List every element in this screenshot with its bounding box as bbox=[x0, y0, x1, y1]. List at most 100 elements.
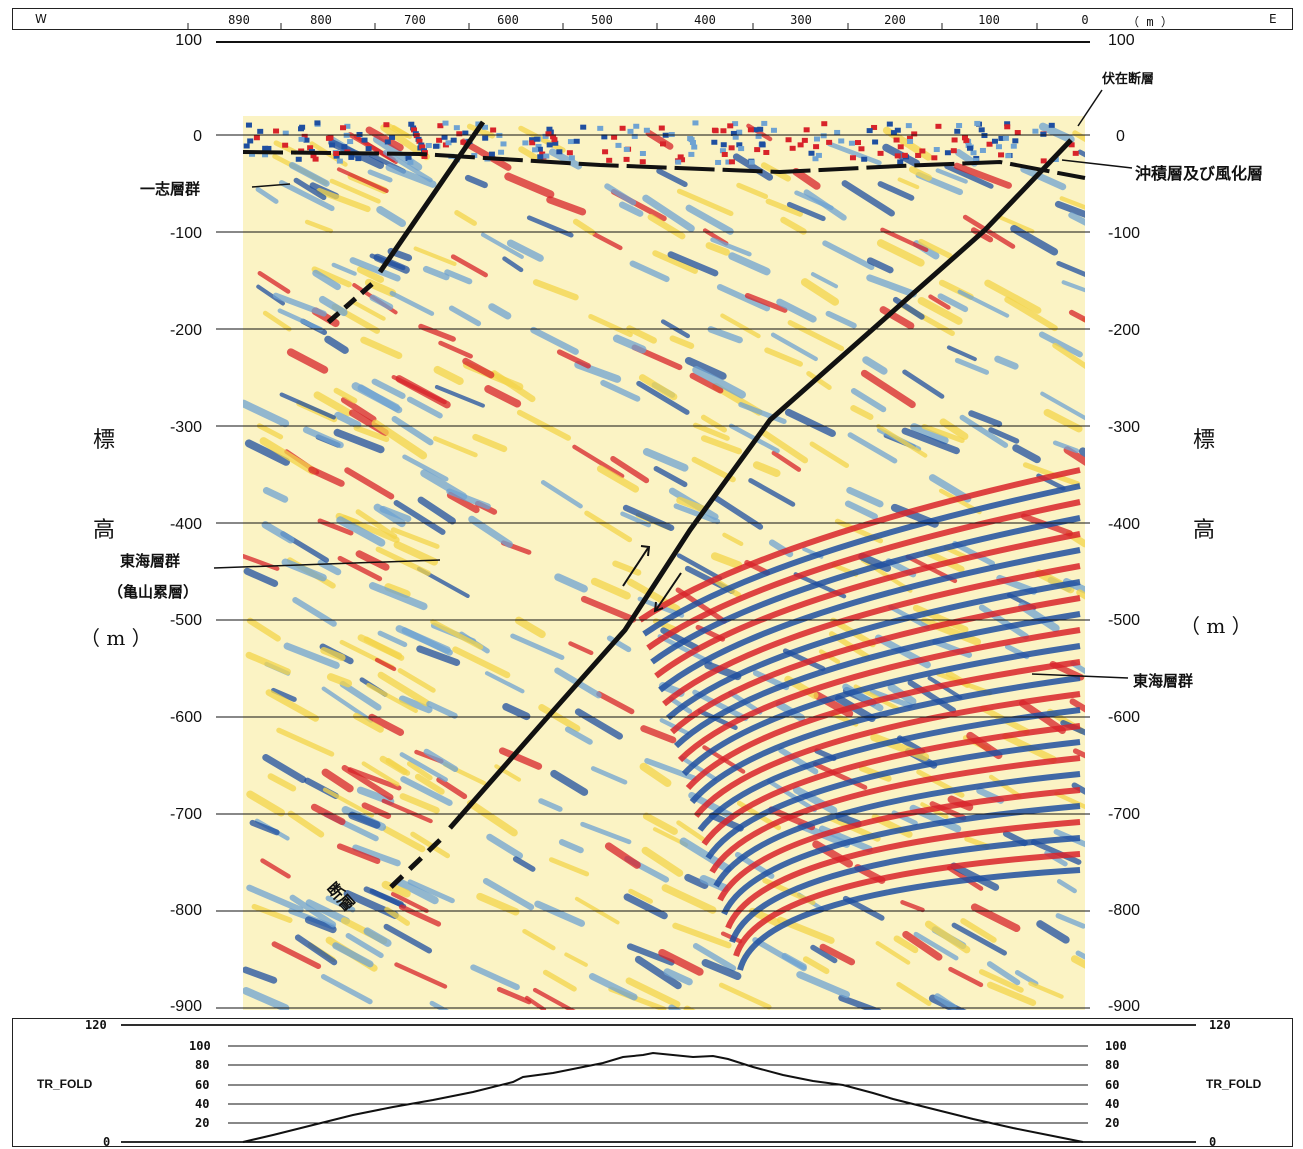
reflector-package bbox=[642, 483, 1081, 637]
surface-noise bbox=[679, 157, 686, 163]
elevation-label-left: -200 bbox=[169, 322, 202, 339]
reflector-segment bbox=[847, 432, 898, 464]
reflector-segment bbox=[294, 934, 338, 966]
reflector-segment bbox=[334, 411, 362, 429]
reflector-segment bbox=[518, 125, 566, 153]
elevation-label-right: 100 bbox=[1108, 32, 1135, 49]
reflector-segment bbox=[875, 941, 911, 965]
reflector-segment bbox=[770, 332, 818, 362]
reflector-package bbox=[705, 739, 1081, 860]
reflector-segment bbox=[574, 360, 622, 383]
reflector-segment bbox=[400, 776, 453, 806]
surface-noise bbox=[871, 124, 878, 130]
reflector-segment bbox=[1068, 212, 1085, 238]
reflector-segment bbox=[532, 987, 582, 1010]
surface-noise bbox=[736, 142, 743, 148]
main-fault-line bbox=[448, 138, 1073, 830]
surface-noise bbox=[623, 156, 630, 162]
reflector-segment bbox=[448, 305, 482, 327]
reflector-segment bbox=[700, 414, 727, 433]
reflector-segment bbox=[329, 178, 381, 204]
reflector-package bbox=[650, 515, 1081, 665]
reflector-segment bbox=[718, 982, 772, 1010]
fold-tick-left: 20 bbox=[195, 1116, 210, 1130]
kameyama-formation-label: （亀山累層） bbox=[108, 583, 199, 601]
surface-noise bbox=[956, 123, 963, 129]
surface-noise bbox=[602, 149, 609, 155]
reflector-segment bbox=[639, 762, 672, 787]
reflector-segment bbox=[436, 777, 468, 800]
reflector-segment bbox=[337, 555, 383, 582]
reflector-segment bbox=[667, 251, 719, 277]
reflector-segment bbox=[692, 943, 737, 972]
fold-panel: 120 100 80 60 40 20 0 120 100 80 60 40 2… bbox=[12, 1018, 1293, 1149]
reflector-segment bbox=[312, 269, 341, 291]
reflector-segment bbox=[426, 700, 458, 719]
reflector-segment bbox=[1077, 149, 1085, 178]
alluvium-label: 沖積層及び風化層 bbox=[1135, 164, 1264, 183]
surface-noise bbox=[243, 143, 250, 149]
reflector-segment bbox=[685, 204, 734, 235]
reflector-segment bbox=[809, 441, 850, 468]
reflector-segment bbox=[279, 392, 336, 420]
surface-noise bbox=[310, 153, 317, 159]
surface-noise bbox=[262, 145, 269, 151]
leader-lines bbox=[213, 89, 1133, 679]
surface-noise bbox=[384, 139, 391, 145]
reflector-segment bbox=[913, 931, 959, 961]
reflector-segment bbox=[320, 646, 346, 662]
reflector-segment bbox=[257, 271, 291, 294]
reflector-segment bbox=[676, 553, 723, 581]
reflector-segment bbox=[276, 727, 335, 757]
surface-noise bbox=[383, 122, 390, 128]
reflector-segment bbox=[1059, 196, 1085, 219]
surface-noise bbox=[815, 152, 822, 158]
surface-noise bbox=[631, 133, 638, 139]
reflector-segment bbox=[325, 895, 356, 913]
reflector-segment bbox=[321, 686, 374, 723]
surface-noise bbox=[436, 137, 443, 143]
reflector-segment bbox=[657, 634, 713, 665]
reflector-segment bbox=[433, 365, 464, 385]
reflector-segment bbox=[786, 201, 826, 222]
reflector-package bbox=[638, 467, 1081, 623]
reflector-segment bbox=[245, 651, 291, 675]
surface-noise bbox=[481, 124, 488, 130]
surface-noise bbox=[1068, 142, 1075, 148]
reflector-segment bbox=[850, 387, 887, 413]
reflector-segment bbox=[1053, 829, 1085, 857]
reflector-segment bbox=[391, 374, 447, 405]
surface-noise bbox=[720, 142, 727, 148]
surface-noise bbox=[978, 127, 985, 133]
reflector-segment bbox=[283, 642, 340, 669]
reflector-segment bbox=[333, 428, 385, 454]
reflector-segment bbox=[986, 981, 1037, 1007]
reflector-segment bbox=[924, 920, 971, 954]
reflector-segment bbox=[371, 378, 406, 399]
reflector-segment bbox=[877, 181, 915, 201]
surface-noise bbox=[550, 134, 557, 140]
reflector-segment bbox=[822, 240, 875, 271]
surface-noise bbox=[442, 120, 449, 126]
reflector-segment bbox=[355, 550, 390, 571]
surface-noise bbox=[597, 125, 604, 131]
reflector-segment bbox=[642, 448, 689, 472]
reflector-segment bbox=[256, 284, 285, 306]
fold-grid bbox=[121, 1024, 1196, 1143]
surface-noise bbox=[770, 127, 777, 133]
reflector-segment bbox=[1072, 748, 1085, 774]
reflector-segment bbox=[1075, 950, 1085, 975]
reflector-segment bbox=[382, 150, 433, 183]
reflector-segment bbox=[1070, 660, 1085, 690]
reflector-segment bbox=[514, 616, 546, 639]
reflector-segment bbox=[918, 238, 953, 259]
elevation-label-right: -500 bbox=[1108, 612, 1141, 629]
reflector-segment bbox=[546, 196, 587, 216]
reflector-segment bbox=[948, 966, 984, 988]
reflector-segment bbox=[259, 437, 317, 475]
reflector-segment bbox=[716, 284, 771, 312]
surface-noise bbox=[897, 159, 904, 165]
surface-noise bbox=[312, 156, 319, 162]
surface-noise bbox=[1040, 131, 1047, 137]
surface-noise bbox=[623, 146, 630, 152]
